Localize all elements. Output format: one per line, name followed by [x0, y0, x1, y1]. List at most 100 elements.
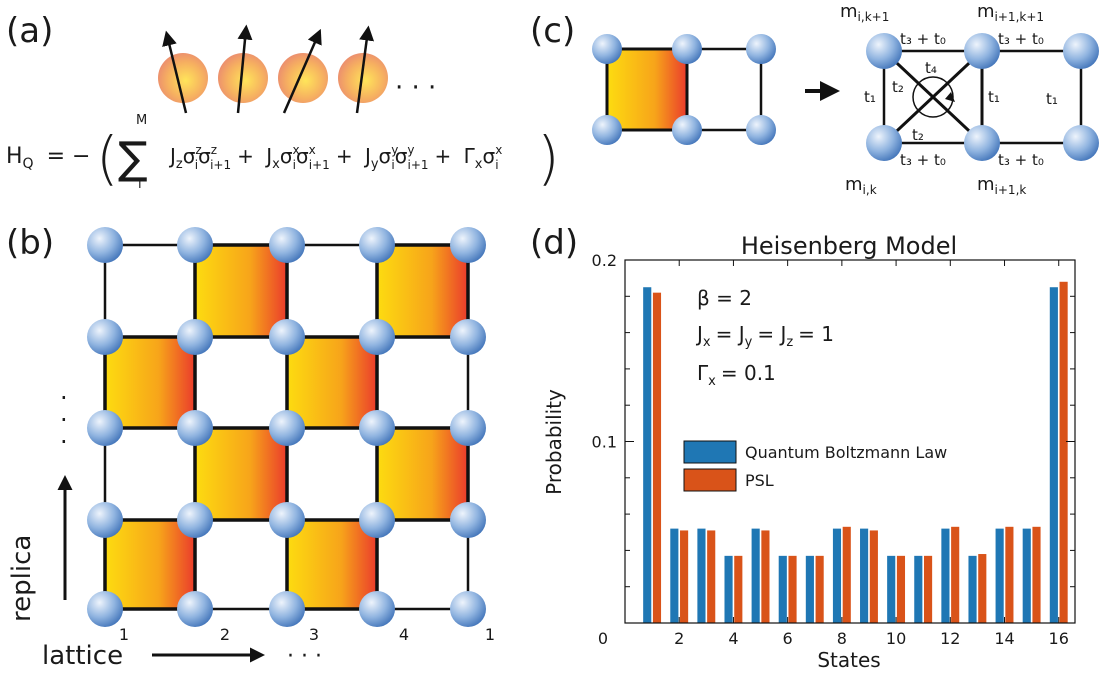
lattice-node: [450, 319, 486, 355]
x-tick-label: 16: [1049, 629, 1069, 648]
annotation-beta: β = 2: [697, 286, 752, 310]
bar-psl: [1032, 526, 1041, 623]
bar-quantum: [805, 555, 814, 623]
spin-arrow-icon: [282, 28, 322, 114]
lattice-node: [177, 591, 213, 627]
bar-quantum: [778, 555, 787, 623]
bar-quantum: [995, 528, 1004, 623]
x-tick-label: 14: [994, 629, 1014, 648]
coupling-t1: t₁: [864, 88, 876, 106]
left-paren: (: [96, 124, 119, 192]
lattice-node: [269, 502, 305, 538]
plaquette: [377, 245, 468, 337]
lattice-node: [87, 319, 123, 355]
spin-chain: · · ·: [158, 24, 436, 114]
sum-lower: i: [138, 177, 142, 192]
lattice-label: lattice: [42, 641, 123, 671]
lattice-node: [592, 34, 622, 64]
bond-diagonal: [882, 49, 984, 145]
lattice-node: [87, 591, 123, 627]
annotation-field: Γx = 0.1: [697, 361, 776, 389]
lattice-node: [866, 125, 902, 161]
panel-a: (a) · · · HQ = − ( ) ∑ M i: [6, 11, 560, 192]
bar-psl: [978, 554, 987, 623]
lattice-node: [87, 410, 123, 446]
lattice-node: [592, 115, 622, 145]
lattice-node: [177, 227, 213, 263]
coupling-t1: t₁: [988, 88, 1000, 106]
lattice-node: [450, 591, 486, 627]
lattice-node: [359, 227, 395, 263]
legend-label-quantum: Quantum Boltzmann Law: [745, 443, 947, 462]
bar-quantum: [751, 528, 760, 623]
plaquette: [287, 337, 377, 428]
panel-d: (d) Heisenberg Model Probability States …: [530, 223, 1076, 672]
vertical-ellipsis: · · ·: [60, 384, 68, 456]
coupling-t1: t₁: [1046, 90, 1058, 108]
bar-quantum: [914, 555, 923, 623]
lattice-node: [450, 227, 486, 263]
small-lattice-nodes: [592, 34, 776, 145]
lattice-node: [450, 410, 486, 446]
plaquette-border: [193, 426, 289, 522]
bar-quantum: [860, 528, 869, 623]
panel-d-label: (d): [530, 223, 578, 263]
plaquette-border: [285, 335, 379, 430]
bar-quantum: [832, 528, 842, 623]
corner-label-top-left: mi,k+1: [840, 1, 889, 24]
lattice-node: [359, 502, 395, 538]
lattice-node: [269, 319, 305, 355]
lattice-tick: 4: [399, 625, 409, 644]
legend-label-psl: PSL: [745, 471, 774, 490]
hamiltonian-terms: Jzσz iσz i+1 + Jxσx iσx i+1 + Jyσy iσy i+1 + Γxσx…: [168, 143, 502, 172]
spin-arrow-icon: [236, 24, 253, 114]
bar-quantum: [724, 555, 733, 623]
y-tick-label: 0.1: [592, 433, 617, 452]
h-symbol: H: [6, 144, 23, 169]
x-tick-label: 2: [674, 629, 684, 648]
plaquette: [195, 245, 287, 337]
plaquette-border: [375, 426, 470, 522]
x-tick-label: 4: [728, 629, 738, 648]
lattice-node: [359, 319, 395, 355]
spin-sphere: [158, 53, 208, 103]
panel-b: (b) · · · replica lattice · · · 1 2 3 4 1: [6, 223, 495, 671]
lattice-node: [746, 34, 776, 64]
replica-lattice: [87, 227, 486, 627]
lattice-node: [177, 410, 213, 446]
plaquette: [105, 520, 195, 609]
lattice-node: [964, 33, 1000, 69]
x-tick-label: 0: [598, 629, 608, 648]
lattice-node: [359, 591, 395, 627]
spin-arrow-icon: [162, 30, 188, 114]
coupling-t3-t0: t₃ + t₀: [998, 151, 1044, 169]
x-tick-label: 6: [783, 629, 793, 648]
coupling-diagram: t₃ + t₀ t₃ + t₀ t₃ + t₀ t₃ + t₀ t₁ t₁ t₁…: [840, 1, 1099, 197]
coupling-t3-t0: t₃ + t₀: [900, 30, 946, 48]
panel-b-label: (b): [6, 223, 54, 263]
bar-psl: [1005, 526, 1014, 623]
bar-quantum: [643, 287, 652, 623]
spin-arrow-icon: [355, 25, 375, 114]
bar-quantum: [887, 555, 896, 623]
coupling-t2: t₂: [912, 126, 924, 144]
bar-psl: [652, 292, 662, 623]
coupling-t4: t₄: [925, 59, 937, 77]
lattice-ellipsis: · · ·: [287, 644, 322, 669]
lattice-tick-labels: 1 2 3 4 1: [119, 625, 495, 644]
chart-legend: Quantum Boltzmann Law PSL: [683, 440, 947, 492]
bar-psl: [842, 526, 851, 623]
corner-label-bottom-right: mi+1,k: [977, 174, 1026, 197]
bar-psl: [896, 555, 906, 623]
coupling-t3-t0: t₃ + t₀: [900, 151, 946, 169]
bar-psl: [788, 555, 797, 623]
lattice-node: [746, 115, 776, 145]
chart-title: Heisenberg Model: [741, 232, 957, 260]
coupling-t3-t0: t₃ + t₀: [998, 30, 1044, 48]
lattice-node: [672, 34, 702, 64]
bar-quantum: [1022, 528, 1031, 623]
hamiltonian-equation: HQ = − ( ) ∑ M i Jzσz iσz i+1 + Jxσx iσx i+1 +…: [6, 113, 560, 192]
lattice-node: [269, 227, 305, 263]
lattice-node: [1063, 125, 1099, 161]
